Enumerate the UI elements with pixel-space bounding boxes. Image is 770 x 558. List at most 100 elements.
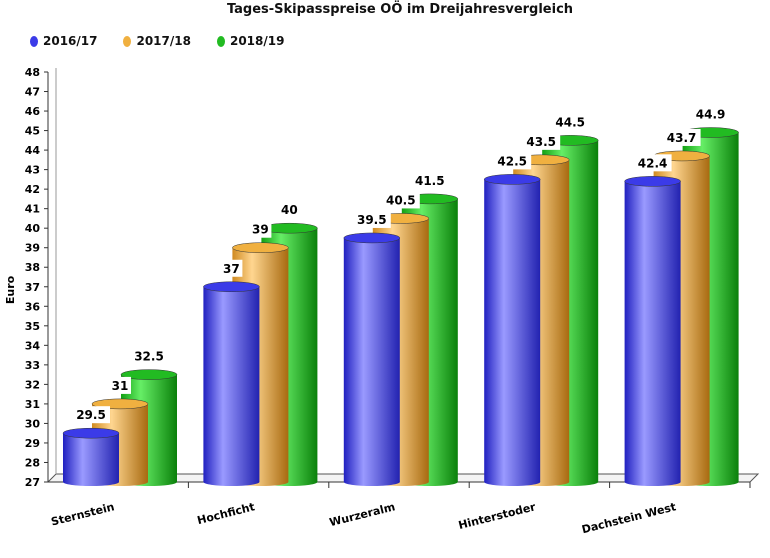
bar xyxy=(624,176,681,486)
x-tick-label: Hochficht xyxy=(196,500,256,527)
bar-top xyxy=(343,232,401,244)
bar xyxy=(62,427,120,486)
y-tick-label: 42 xyxy=(25,183,40,196)
data-label-bg xyxy=(249,220,272,238)
data-label: 32.5 xyxy=(130,347,168,365)
data-label-text: 42.5 xyxy=(497,154,527,168)
data-label-text: 41.5 xyxy=(415,174,445,188)
data-label: 31 xyxy=(109,376,131,394)
y-tick-label: 41 xyxy=(25,203,40,216)
data-label: 40 xyxy=(278,201,301,219)
data-label-text: 43.5 xyxy=(526,135,556,149)
data-label-bg xyxy=(662,128,701,146)
legend-swatch xyxy=(216,35,225,47)
x-tick-label: Hinterstoder xyxy=(457,500,537,532)
data-label: 44.9 xyxy=(691,105,730,123)
data-label: 40.5 xyxy=(381,191,420,209)
y-tick-label: 30 xyxy=(25,417,41,430)
x-tick-label: Dachstein West xyxy=(580,500,677,536)
y-tick-label: 45 xyxy=(25,125,40,138)
data-label: 41.5 xyxy=(410,171,449,189)
y-tick-label: 48 xyxy=(25,66,40,79)
data-label-text: 44.9 xyxy=(696,108,726,122)
legend-label: 2018/19 xyxy=(229,34,285,48)
data-label: 42.5 xyxy=(493,152,532,170)
data-label-text: 29.5 xyxy=(76,408,106,422)
y-tick-label: 33 xyxy=(25,359,40,372)
bar-base xyxy=(63,478,119,486)
data-label-text: 40.5 xyxy=(386,193,416,207)
y-tick-label: 44 xyxy=(25,144,41,157)
legend-item: 2016/17 xyxy=(30,34,97,48)
y-tick-label: 40 xyxy=(25,222,41,235)
x-tick-label: Sternstein xyxy=(50,500,116,528)
data-label: 29.5 xyxy=(72,406,110,424)
data-label-text: 40 xyxy=(281,203,298,217)
y-axis-label: Euro xyxy=(4,275,17,304)
data-label: 43.5 xyxy=(522,132,561,150)
data-label-text: 43.7 xyxy=(667,131,697,145)
data-label: 43.7 xyxy=(662,128,701,146)
y-tick-label: 32 xyxy=(25,378,40,391)
data-label-bg xyxy=(551,113,590,131)
data-label-text: 44.5 xyxy=(555,115,585,129)
bar-top xyxy=(483,174,541,185)
data-label-text: 42.4 xyxy=(638,156,668,170)
bar-body xyxy=(63,433,119,482)
y-tick-label: 36 xyxy=(25,300,41,313)
data-label-bg xyxy=(522,132,561,150)
data-label: 37 xyxy=(220,259,243,277)
y-tick-label: 28 xyxy=(25,456,40,469)
data-label-bg xyxy=(72,406,110,424)
y-tick-label: 35 xyxy=(25,320,40,333)
data-label-bg xyxy=(352,210,391,228)
bar-body xyxy=(203,286,260,482)
y-tick-label: 38 xyxy=(25,261,40,274)
data-label: 39.5 xyxy=(352,210,391,228)
bar xyxy=(483,174,541,486)
bar-base xyxy=(484,478,541,486)
bar-top xyxy=(203,281,260,293)
bar-body xyxy=(484,179,541,482)
bar-top xyxy=(624,176,681,187)
data-label-bg xyxy=(278,201,301,219)
y-tick-label: 31 xyxy=(25,398,40,411)
bar xyxy=(203,281,260,486)
y-tick-label: 43 xyxy=(25,164,40,177)
y-tick-label: 46 xyxy=(25,105,41,118)
legend-label: 2016/17 xyxy=(43,34,98,48)
data-label-bg xyxy=(381,191,420,209)
data-label-text: 32.5 xyxy=(134,350,164,364)
data-label: 42.4 xyxy=(633,154,672,172)
legend-item: 2018/19 xyxy=(216,34,285,48)
y-tick-label: 34 xyxy=(25,339,41,352)
bar-base xyxy=(203,478,260,486)
legend-swatch xyxy=(123,35,132,47)
legend-swatch xyxy=(30,35,38,47)
data-label-bg xyxy=(691,105,730,123)
chart-title: Tages-Skipasspreise OÖ im Dreijahresverg… xyxy=(226,2,574,17)
bar-top xyxy=(62,427,120,439)
legend: 2016/17 2017/18 2018/19 xyxy=(30,34,284,48)
legend-label: 2017/18 xyxy=(136,34,191,48)
data-label-bg xyxy=(109,376,131,394)
bar-body xyxy=(343,237,400,482)
y-tick-label: 47 xyxy=(25,86,40,99)
bar-top xyxy=(120,369,178,380)
data-label-bg xyxy=(493,152,532,170)
bar-top xyxy=(232,242,289,253)
legend-item: 2017/18 xyxy=(123,34,191,48)
data-label-bg xyxy=(410,171,449,189)
data-label-text: 39 xyxy=(252,223,269,237)
data-label: 44.5 xyxy=(551,113,590,131)
data-label-text: 37 xyxy=(223,262,240,276)
data-label-text: 39.5 xyxy=(357,213,387,227)
y-tick-label: 37 xyxy=(25,281,40,294)
data-label-bg xyxy=(633,154,672,172)
data-label-text: 31 xyxy=(112,379,129,393)
y-tick-label: 27 xyxy=(25,476,40,489)
data-label-bg xyxy=(220,259,243,277)
bar xyxy=(343,232,401,486)
data-label: 39 xyxy=(249,220,272,238)
